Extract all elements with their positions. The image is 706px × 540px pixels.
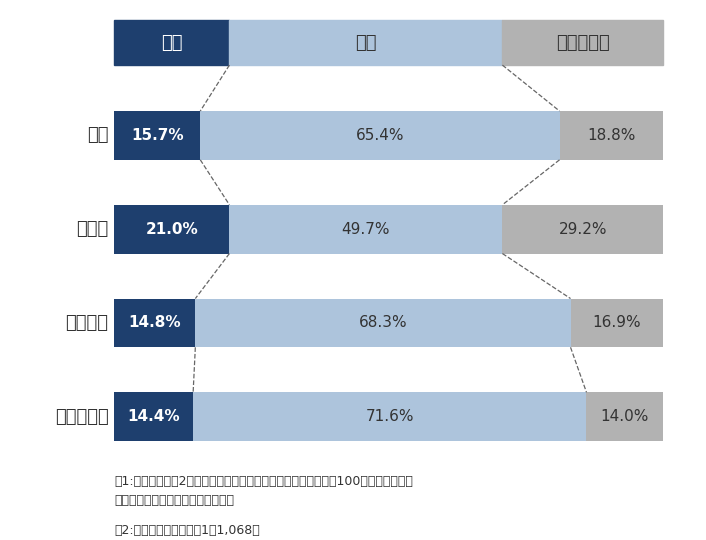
Text: 分からない: 分からない [556, 33, 609, 52]
Text: 14.8%: 14.8% [128, 315, 181, 330]
Text: 小規模企業: 小規模企業 [55, 408, 109, 426]
Text: 16.9%: 16.9% [592, 315, 641, 330]
Text: ある: ある [161, 33, 182, 52]
Bar [114, 111, 201, 160]
Text: 大企業: 大企業 [76, 220, 109, 238]
Text: 71.6%: 71.6% [366, 409, 414, 424]
Text: 14.4%: 14.4% [127, 409, 180, 424]
Bar [503, 205, 663, 254]
Text: また、内訳も必ずしも一致しない: また、内訳も必ずしも一致しない [114, 494, 234, 507]
Text: 68.3%: 68.3% [359, 315, 407, 330]
Bar [503, 20, 663, 65]
Bar [196, 299, 570, 347]
Text: 注1:小数点以下第2位を四捨五入しているため、合計は必ずしも100とはならない。: 注1:小数点以下第2位を四捨五入しているため、合計は必ずしも100とはならない。 [114, 475, 413, 488]
Text: 49.7%: 49.7% [342, 222, 390, 237]
Bar [201, 111, 560, 160]
Text: ない: ない [355, 33, 377, 52]
Text: 29.2%: 29.2% [558, 222, 607, 237]
Bar [229, 20, 503, 65]
Bar [560, 111, 663, 160]
Bar [114, 20, 229, 65]
Bar [193, 392, 587, 441]
Text: 注2:母数は有効回答企業1万1,068社: 注2:母数は有効回答企業1万1,068社 [114, 524, 260, 537]
Text: 15.7%: 15.7% [131, 128, 184, 143]
Bar [114, 392, 193, 441]
Text: 全体: 全体 [87, 126, 109, 144]
Text: 65.4%: 65.4% [356, 128, 404, 143]
Bar [587, 392, 664, 441]
Bar [114, 299, 196, 347]
Text: 中小企業: 中小企業 [66, 314, 109, 332]
Bar [570, 299, 664, 347]
Bar [114, 205, 229, 254]
Bar [229, 205, 503, 254]
Text: 18.8%: 18.8% [587, 128, 635, 143]
Text: 21.0%: 21.0% [145, 222, 198, 237]
Text: 14.0%: 14.0% [601, 409, 649, 424]
